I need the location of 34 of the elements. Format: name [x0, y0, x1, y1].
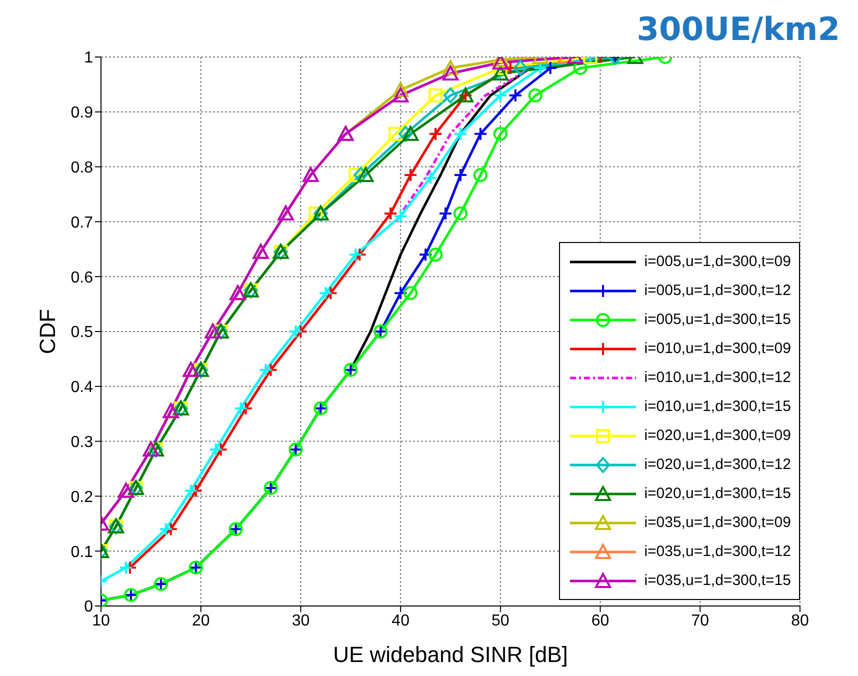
x-tick-label: 10	[92, 612, 110, 630]
y-tick-label: 0.5	[70, 324, 94, 342]
legend-label: i=005,u=1,d=300,t=12	[644, 282, 791, 299]
legend-label: i=010,u=1,d=300,t=12	[644, 369, 791, 386]
x-axis-title: UE wideband SINR [dB]	[333, 642, 568, 667]
legend-label: i=005,u=1,d=300,t=09	[644, 253, 791, 270]
y-tick-label: 0.8	[70, 159, 94, 176]
x-tick-label: 60	[591, 612, 610, 630]
x-tick-label: 40	[392, 612, 410, 630]
y-tick-label: 0.4	[70, 379, 94, 396]
legend-label: i=010,u=1,d=300,t=15	[644, 398, 791, 415]
x-tick-label: 50	[492, 612, 510, 630]
chart-title: 300UE/km2	[636, 10, 840, 48]
y-tick-label: 0.1	[70, 544, 94, 561]
legend-label: i=035,u=1,d=300,t=09	[644, 514, 791, 531]
y-tick-label: 0.7	[70, 214, 94, 232]
legend-label: i=020,u=1,d=300,t=09	[644, 427, 791, 444]
legend-label: i=035,u=1,d=300,t=12	[644, 543, 791, 560]
legend-label: i=010,u=1,d=300,t=09	[644, 340, 791, 357]
y-tick-label: 0	[84, 598, 94, 616]
x-tick-label: 80	[791, 612, 809, 630]
y-tick-label: 0.6	[70, 269, 94, 286]
y-axis-title: CDF	[34, 308, 60, 354]
y-tick-label: 0.3	[70, 434, 94, 451]
x-tick-label: 30	[292, 612, 310, 630]
x-tick-label: 70	[691, 612, 710, 630]
y-tick-label: 0.2	[70, 488, 94, 506]
legend-label: i=035,u=1,d=300,t=15	[644, 572, 791, 589]
legend-label: i=005,u=1,d=300,t=15	[644, 311, 791, 328]
legend-label: i=020,u=1,d=300,t=15	[644, 485, 791, 502]
y-tick-label: 1	[84, 50, 94, 67]
legend-label: i=020,u=1,d=300,t=12	[644, 456, 791, 473]
y-tick-label: 0.9	[70, 104, 94, 122]
x-tick-label: 20	[192, 612, 210, 630]
